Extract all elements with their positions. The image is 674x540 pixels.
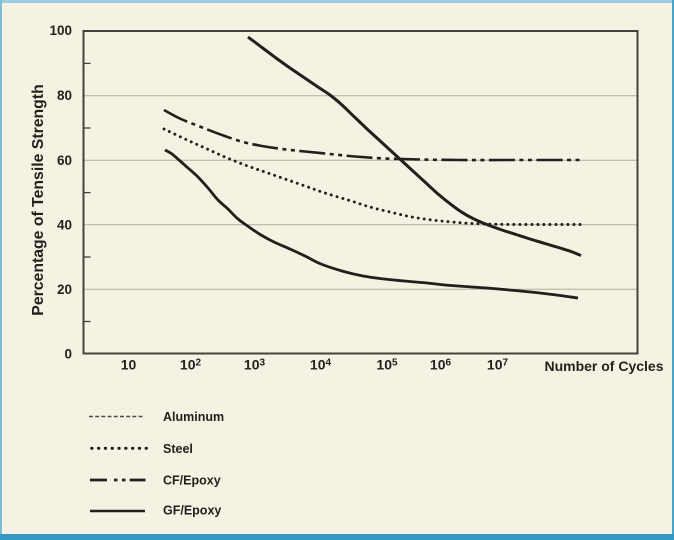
svg-text:10: 10 — [121, 357, 137, 373]
svg-text:Aluminum: Aluminum — [163, 410, 224, 424]
svg-text:80: 80 — [57, 88, 72, 103]
svg-text:20: 20 — [57, 282, 72, 297]
svg-text:100: 100 — [49, 23, 72, 38]
svg-text:Number of Cycles: Number of Cycles — [544, 358, 663, 374]
svg-text:60: 60 — [57, 153, 72, 168]
svg-text:102: 102 — [180, 357, 202, 373]
svg-text:106: 106 — [430, 357, 452, 373]
svg-text:Steel: Steel — [163, 442, 193, 456]
svg-text:0: 0 — [64, 346, 72, 361]
svg-text:Percentage of Tensile Strength: Percentage of Tensile Strength — [30, 84, 47, 315]
svg-text:CF/Epoxy: CF/Epoxy — [163, 474, 221, 488]
svg-text:104: 104 — [310, 357, 332, 373]
svg-text:105: 105 — [376, 357, 398, 373]
svg-text:40: 40 — [57, 217, 72, 232]
svg-text:107: 107 — [487, 357, 509, 373]
svg-text:103: 103 — [244, 357, 266, 373]
svg-text:GF/Epoxy: GF/Epoxy — [163, 504, 221, 518]
